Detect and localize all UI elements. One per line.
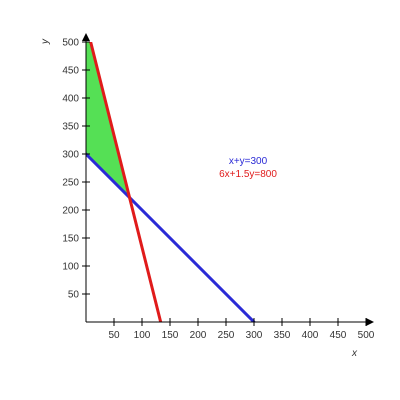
- x-tick-label: 100: [134, 330, 151, 341]
- y-axis-title: y: [40, 38, 51, 45]
- y-tick-label: 50: [68, 290, 80, 301]
- y-tick-label: 300: [62, 150, 79, 161]
- series-line-1: [86, 152, 256, 322]
- x-tick-label: 300: [246, 330, 263, 341]
- series-line-2: [89, 42, 163, 322]
- y-tick-label: 500: [62, 38, 79, 49]
- x-tick-label: 450: [330, 330, 347, 341]
- x-tick-label: 400: [302, 330, 319, 341]
- x-tick-label: 150: [162, 330, 179, 341]
- x-tick-label: 50: [108, 330, 120, 341]
- x-tick-label: 350: [274, 330, 291, 341]
- legend-entry-1: x+y=300: [229, 156, 268, 167]
- x-tick-label: 200: [190, 330, 207, 341]
- y-tick-label: 250: [62, 178, 79, 189]
- y-tick-label: 150: [62, 234, 79, 245]
- y-tick-label: 350: [62, 122, 79, 133]
- y-tick-label: 450: [62, 66, 79, 77]
- x-axis-arrow: [366, 318, 374, 326]
- y-tick-label: 400: [62, 94, 79, 105]
- x-tick-label: 500: [358, 330, 375, 341]
- y-axis-arrow: [82, 33, 90, 41]
- legend-entry-2: 6x+1.5y=800: [219, 169, 277, 180]
- y-tick-label: 100: [62, 262, 79, 273]
- y-tick-label: 200: [62, 206, 79, 217]
- x-tick-label: 250: [218, 330, 235, 341]
- x-axis-title: x: [351, 348, 358, 359]
